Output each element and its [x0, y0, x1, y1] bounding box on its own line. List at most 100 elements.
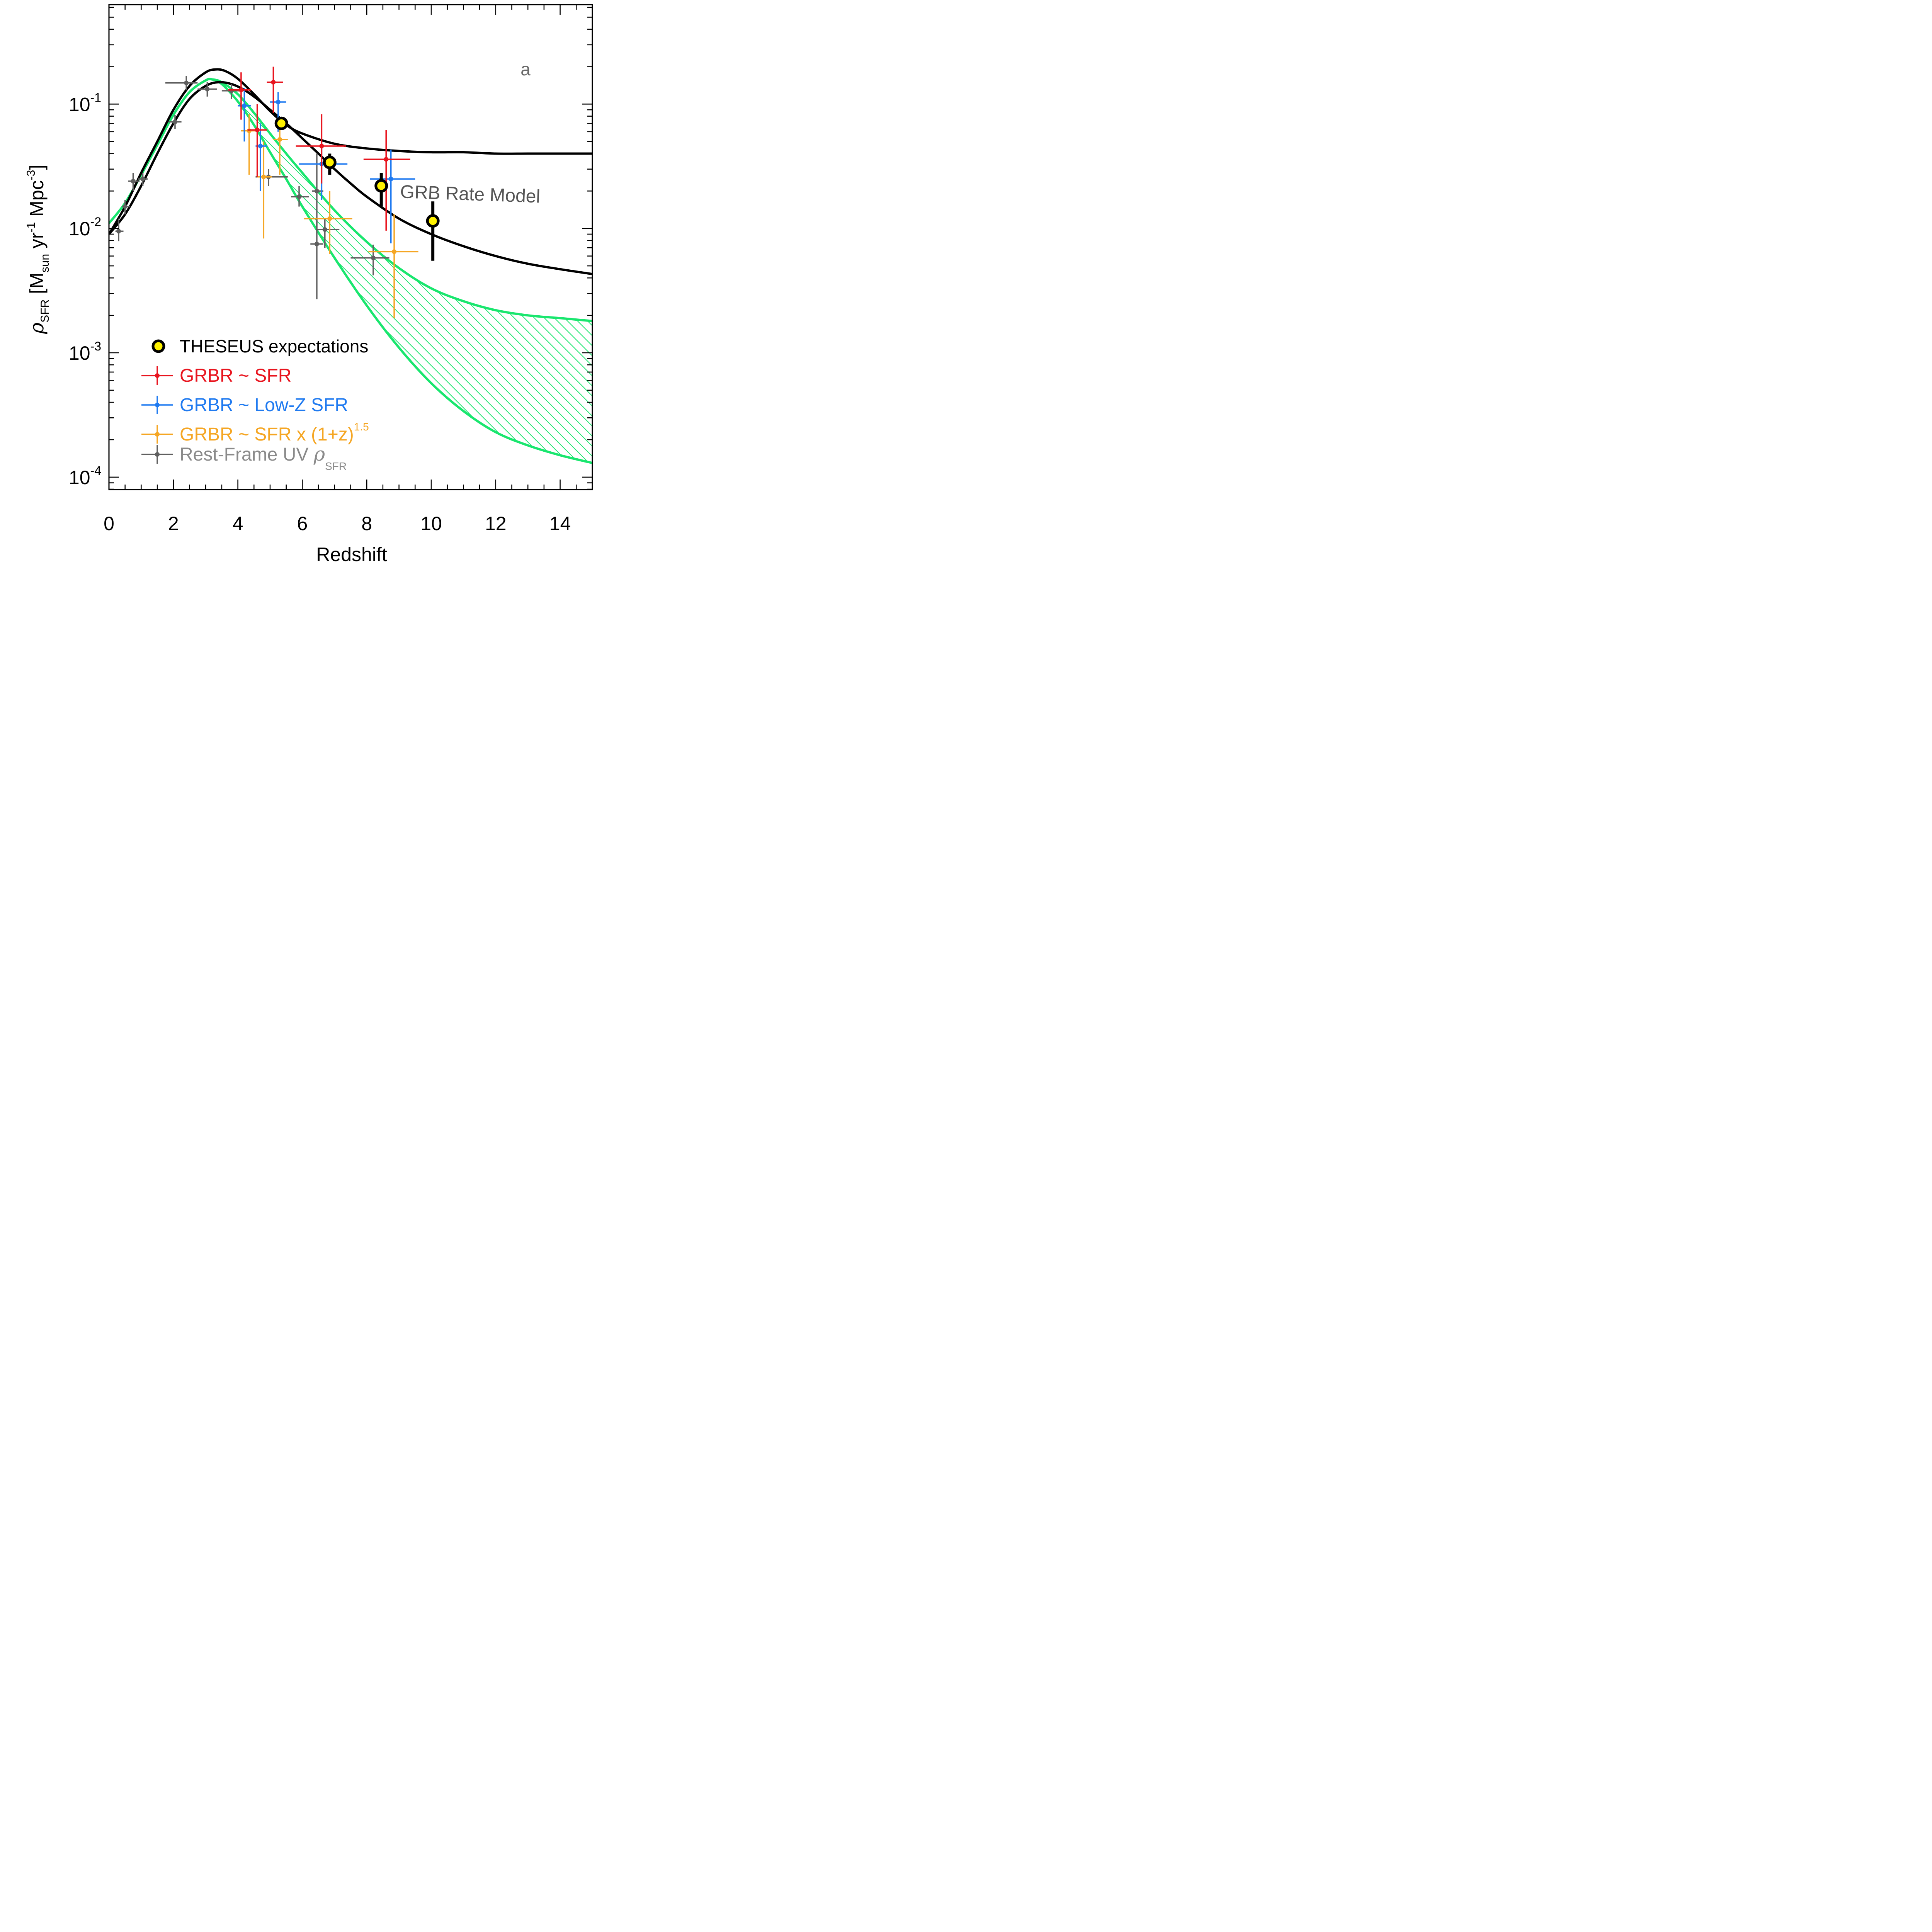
y-axis-label: ρSFR [Msun yr-1 Mpc-3] — [25, 165, 51, 334]
legend-label-rho: ρ — [313, 443, 325, 465]
band-hatch-line — [341, 79, 592, 463]
y-tick-label: 10-1 — [69, 90, 101, 115]
band-hatch-line — [422, 79, 592, 463]
band-hatch-line — [109, 79, 201, 463]
x-tick-label: 6 — [297, 513, 308, 534]
point-yellow-3 — [426, 201, 440, 261]
band-hatch-line — [109, 79, 141, 463]
band-hatch-line — [442, 79, 592, 463]
y-label-mpc-sup: -3 — [25, 170, 37, 180]
svg-text:GRBR ~ SFR x (1+z)1.5: GRBR ~ SFR x (1+z)1.5 — [180, 421, 369, 445]
grb-rate-model-label: GRB Rate Model — [400, 182, 541, 207]
point-orange-4 — [368, 214, 418, 318]
point-red-4 — [363, 130, 410, 231]
legend-marker-red — [141, 366, 173, 385]
band-hatch-line — [462, 79, 592, 463]
band-hatch-line — [109, 79, 151, 463]
x-axis-label: Redshift — [316, 544, 387, 565]
point-orange-1 — [257, 141, 272, 239]
y-label-rho: ρ — [26, 322, 48, 334]
y-tick-label: 10-2 — [69, 215, 101, 240]
y-label-rho-sub: SFR — [39, 299, 51, 323]
legend-marker-orange — [141, 425, 173, 444]
band-hatch-line — [109, 79, 161, 463]
legend-item-grbr-sfr: GRBR ~ SFR — [141, 366, 291, 386]
x-tick-label: 0 — [104, 513, 114, 534]
point-red-3 — [296, 114, 346, 184]
legend-marker-gray — [141, 445, 173, 464]
point-blue-4 — [370, 150, 415, 243]
legend-marker-blue — [141, 396, 173, 414]
band-hatch-line — [361, 79, 592, 463]
x-tick-label: 10 — [420, 513, 442, 534]
y-label-yr-sup: -1 — [25, 222, 37, 233]
point-gray-13 — [350, 245, 389, 276]
legend-label-rest-frame-uv: Rest-Frame UV — [180, 444, 308, 465]
legend-label-rho-sub: SFR — [325, 460, 347, 472]
point-red-1 — [247, 104, 267, 177]
x-tick-label: 2 — [168, 513, 179, 534]
band-hatch-line — [351, 79, 592, 463]
point-gray-4 — [168, 115, 182, 129]
point-gray-1 — [122, 200, 130, 214]
y-label-sun-sub: sun — [39, 254, 51, 272]
point-red-0 — [228, 72, 251, 120]
y-label-yr: yr — [26, 232, 48, 248]
svg-text:Rest-Frame UV ρSFR: Rest-Frame UV ρSFR — [180, 443, 347, 472]
y-label-close: ] — [26, 165, 48, 170]
y-tick-label: 10-4 — [69, 464, 101, 488]
legend-label-grbr-sfr: GRBR ~ SFR — [180, 366, 291, 386]
band-hatch-line — [482, 79, 592, 463]
point-orange-2 — [273, 127, 288, 175]
sfr-model-lower-curve — [109, 78, 592, 464]
x-tick-label: 12 — [485, 513, 507, 534]
axis-tick-labels: 0 2 4 6 8 10 12 14 10-1 10-2 10-3 10-4 — [69, 90, 571, 534]
point-orange-3 — [304, 191, 352, 255]
data-points — [115, 66, 440, 318]
legend-item-grbr-lowz: GRBR ~ Low-Z SFR — [141, 395, 348, 415]
band-hatch-line — [109, 79, 111, 463]
point-gray-3 — [138, 173, 148, 186]
band-hatch-line — [542, 79, 592, 463]
band-hatch-line — [109, 79, 121, 463]
point-gray-12 — [316, 218, 340, 248]
legend-label-grbr-sfr-evol: GRBR ~ SFR x (1+z) — [180, 424, 354, 445]
grb-rate-model-lower-curve — [109, 81, 592, 276]
point-gray-2 — [128, 173, 140, 191]
band-hatch-line — [109, 79, 191, 463]
x-tick-label: 8 — [361, 513, 372, 534]
legend-label-grbr-lowz: GRBR ~ Low-Z SFR — [180, 395, 348, 415]
legend-item-rest-frame-uv: Rest-Frame UV ρSFR — [141, 443, 347, 472]
legend-label-evol-exponent: 1.5 — [354, 421, 369, 433]
panel-label: a — [520, 59, 531, 79]
y-label-mpc: Mpc — [26, 180, 48, 216]
point-gray-11 — [310, 218, 323, 299]
band-hatch-line — [109, 79, 171, 463]
point-gray-5 — [165, 76, 198, 90]
legend-marker-theseus — [151, 339, 165, 353]
band-hatch-line — [109, 79, 181, 463]
x-tick-label: 4 — [233, 513, 243, 534]
point-red-2 — [267, 66, 283, 113]
svg-text:ρSFR [Msun yr-1 Mpc-3]: ρSFR [Msun yr-1 Mpc-3] — [25, 165, 51, 334]
x-tick-label: 14 — [549, 513, 571, 534]
point-yellow-2 — [374, 173, 388, 207]
point-gray-6 — [197, 82, 217, 97]
point-gray-0 — [115, 218, 124, 242]
y-tick-label: 10-3 — [69, 339, 101, 364]
point-blue-0 — [238, 88, 251, 142]
band-hatch-line — [562, 79, 592, 463]
point-yellow-0 — [274, 116, 288, 130]
band-hatch-line — [0, 5, 70, 507]
plot-frame — [108, 4, 593, 490]
grb-rate-model-upper-curve — [109, 68, 592, 235]
point-yellow-1 — [323, 153, 337, 175]
band-hatch-line — [593, 5, 603, 507]
legend-item-theseus: THESEUS expectations — [151, 336, 368, 356]
y-label-open: [M — [26, 272, 48, 294]
point-orange-0 — [241, 114, 257, 175]
legend-item-grbr-sfr-evol: GRBR ~ SFR x (1+z)1.5 — [141, 421, 369, 445]
point-gray-9 — [291, 186, 309, 207]
legend: THESEUS expectations GRBR ~ SFR GRBR ~ L… — [141, 336, 369, 472]
